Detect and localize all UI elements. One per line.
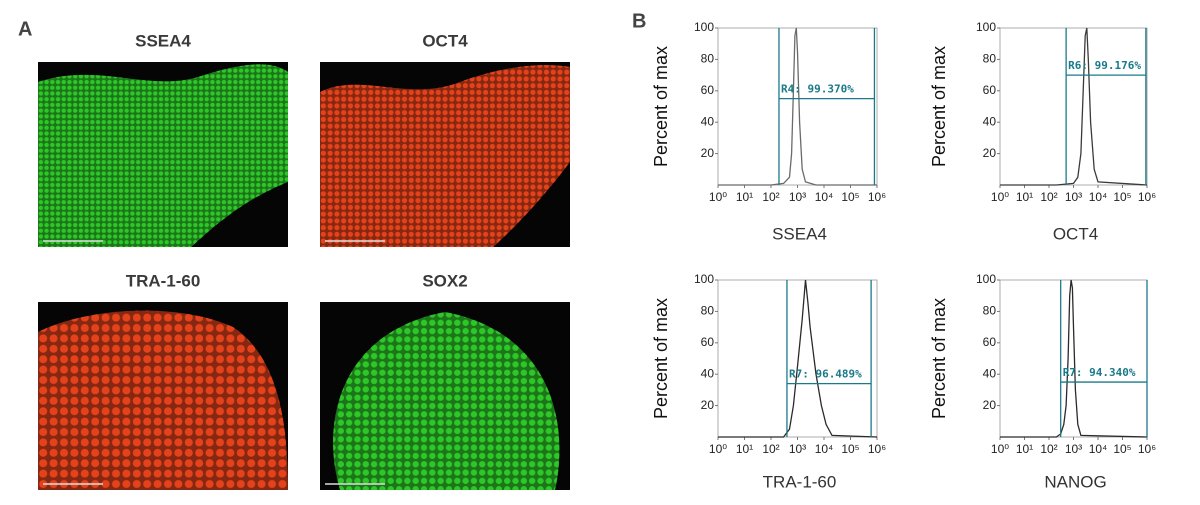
colony-cells [38, 310, 288, 490]
colony-cells [320, 65, 570, 247]
y-tick-label: 20 [983, 146, 997, 160]
x-tick-label: 10⁴ [1089, 442, 1108, 456]
y-tick-label: 40 [983, 114, 997, 128]
histogram-line [718, 279, 878, 438]
histogram-chart: 20 40 60 80 100 10⁰ 10¹ 10² 10³ 10⁴ 10⁵ 10⁶ Percent … [651, 272, 886, 491]
y-tick-label: 40 [701, 114, 715, 128]
gate-label: R4: 99.370% [781, 83, 854, 96]
y-tick-label: 100 [976, 272, 996, 286]
x-axis-label: TRA-1-60 [763, 472, 837, 491]
gate-label: R6: 99.176% [1068, 59, 1141, 72]
image-title: SSEA4 [135, 31, 191, 50]
x-tick-label: 10⁵ [1113, 190, 1131, 204]
x-tick-label: 10⁶ [1138, 190, 1156, 204]
x-tick-label: 10⁵ [841, 442, 859, 456]
y-axis-label: Percent of max [929, 46, 949, 167]
x-tick-label: 10⁴ [815, 442, 834, 456]
x-tick-label: 10¹ [736, 190, 753, 204]
x-tick-label: 10⁴ [1089, 190, 1108, 204]
micrograph [38, 62, 288, 247]
x-tick-label: 10¹ [736, 442, 753, 456]
micrograph [38, 302, 288, 490]
y-tick-label: 100 [694, 20, 714, 34]
image-title: SOX2 [422, 271, 467, 290]
x-tick-label: 10¹ [1016, 442, 1033, 456]
x-tick-label: 10⁵ [841, 190, 859, 204]
micrograph [320, 62, 570, 247]
micrograph [320, 302, 570, 490]
x-tick-label: 10² [762, 442, 779, 456]
y-tick-label: 80 [701, 304, 715, 318]
histogram-line [1000, 279, 1148, 438]
colony-cells [333, 312, 560, 490]
x-tick-label: 10⁵ [1113, 442, 1131, 456]
x-tick-label: 10³ [1065, 442, 1082, 456]
x-tick-label: 10² [1040, 442, 1057, 456]
x-tick-label: 10⁶ [1138, 442, 1156, 456]
x-tick-label: 10⁶ [868, 190, 886, 204]
y-axis-label: Percent of max [929, 298, 949, 419]
x-tick-label: 10⁰ [991, 190, 1009, 204]
y-tick-label: 40 [701, 366, 715, 380]
plot-frame [717, 279, 878, 438]
panel-label: A [18, 18, 32, 40]
x-axis-label: OCT4 [1053, 224, 1098, 243]
histogram-chart: 20 40 60 80 100 10⁰ 10¹ 10² 10³ 10⁴ 10⁵ 10⁶ Percent … [929, 20, 1156, 243]
colony-cells [38, 64, 288, 247]
x-axis-label: NANOG [1044, 472, 1106, 491]
x-axis-label: SSEA4 [772, 224, 827, 243]
x-tick-label: 10² [762, 190, 779, 204]
y-tick-label: 20 [701, 398, 715, 412]
y-tick-label: 20 [701, 146, 715, 160]
gate-label: R7: 96.489% [789, 368, 862, 381]
x-tick-label: 10² [1040, 190, 1057, 204]
x-tick-label: 10⁰ [709, 190, 727, 204]
plot-frame [999, 27, 1148, 186]
x-tick-label: 10³ [789, 442, 806, 456]
x-tick-label: 10⁰ [991, 442, 1009, 456]
image-title: OCT4 [422, 31, 468, 50]
y-tick-label: 60 [983, 335, 997, 349]
y-tick-label: 100 [976, 20, 996, 34]
gate-label: R7: 94.340% [1063, 366, 1136, 379]
x-tick-label: 10⁰ [709, 442, 727, 456]
y-tick-label: 60 [983, 83, 997, 97]
y-tick-label: 40 [983, 366, 997, 380]
y-tick-label: 20 [983, 398, 997, 412]
y-axis-label: Percent of max [651, 46, 671, 167]
histogram-chart: 20 40 60 80 100 10⁰ 10¹ 10² 10³ 10⁴ 10⁵ 10⁶ Percent … [929, 272, 1156, 491]
y-tick-label: 80 [983, 304, 997, 318]
histogram-chart: 20 40 60 80 100 10⁰ 10¹ 10² 10³ 10⁴ 10⁵ 10⁶ Percent … [651, 20, 886, 243]
histogram-line [1000, 27, 1148, 186]
x-tick-label: 10³ [1065, 190, 1082, 204]
x-tick-label: 10¹ [1016, 190, 1033, 204]
x-tick-label: 10³ [789, 190, 806, 204]
y-tick-label: 100 [694, 272, 714, 286]
histogram-line [718, 27, 877, 186]
y-tick-label: 80 [983, 52, 997, 66]
y-tick-label: 60 [701, 83, 715, 97]
x-tick-label: 10⁴ [815, 190, 834, 204]
y-tick-label: 60 [701, 335, 715, 349]
panel-label: B [632, 10, 646, 32]
y-axis-label: Percent of max [651, 298, 671, 419]
x-tick-label: 10⁶ [868, 442, 886, 456]
y-tick-label: 80 [701, 52, 715, 66]
image-title: TRA-1-60 [126, 271, 201, 290]
plot-frame [999, 279, 1148, 438]
